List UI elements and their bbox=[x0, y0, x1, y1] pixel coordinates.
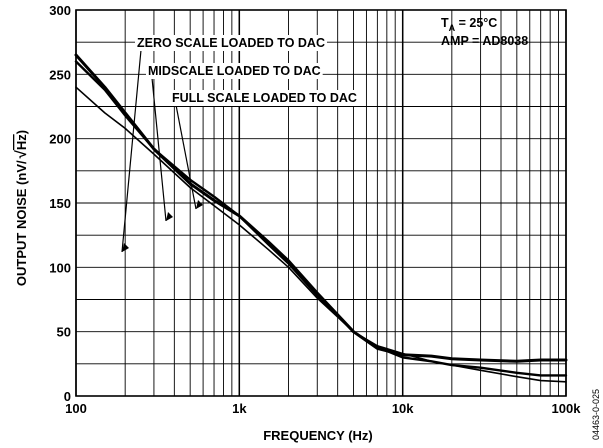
full-scale-annotation: FULL SCALE LOADED TO DAC bbox=[172, 91, 357, 105]
annotation-leader bbox=[175, 104, 197, 210]
amp-label: AMP = AD8038 bbox=[441, 34, 528, 48]
x-axis-title: FREQUENCY (Hz) bbox=[263, 428, 373, 443]
ta-subscript: A bbox=[449, 23, 456, 33]
zero-scale-annotation: ZERO SCALE LOADED TO DAC bbox=[137, 36, 325, 50]
y-tick-label: 100 bbox=[49, 260, 71, 275]
x-tick-label: 100k bbox=[552, 401, 582, 416]
x-tick-labels: 100 1k 10k 100k bbox=[65, 401, 581, 416]
conditions-box: TA = 25°C AMP = AD8038 bbox=[441, 16, 528, 48]
midscale-annotation: MIDSCALE LOADED TO DAC bbox=[148, 64, 321, 78]
midscale-line bbox=[74, 60, 568, 377]
ta-label: T bbox=[441, 16, 449, 30]
svg-text:TA = 25°C: TA = 25°C bbox=[441, 16, 497, 33]
annotation-arrowhead bbox=[196, 200, 203, 209]
annotation-bg bbox=[135, 35, 327, 51]
y-axis-title-radicand: Hz bbox=[14, 134, 29, 150]
annotation-leader bbox=[151, 77, 167, 222]
y-tick-label: 300 bbox=[49, 3, 71, 18]
annotation-leader bbox=[121, 49, 142, 253]
ta-value: = 25°C bbox=[455, 16, 497, 30]
data-series bbox=[74, 53, 568, 383]
plot-frame bbox=[75, 9, 567, 397]
y-tick-label: 200 bbox=[49, 132, 71, 147]
x-tick-label: 1k bbox=[232, 401, 247, 416]
full-scale-line bbox=[75, 86, 567, 383]
annotation-arrowhead bbox=[122, 243, 129, 252]
y-axis-title-main: OUTPUT NOISE (nV/ bbox=[14, 160, 29, 286]
figure-id: 04463-0-025 bbox=[591, 389, 601, 440]
y-tick-label: 0 bbox=[64, 389, 71, 404]
annotation-bg bbox=[146, 63, 323, 79]
annotation-arrowhead bbox=[166, 212, 173, 221]
radical-sign: √ bbox=[13, 149, 30, 158]
x-tick-label: 100 bbox=[65, 401, 87, 416]
y-tick-label: 150 bbox=[49, 196, 71, 211]
svg-text:OUTPUT NOISE (nV/√Hz): OUTPUT NOISE (nV/ √Hz) bbox=[13, 130, 30, 286]
annotation-leaders bbox=[121, 49, 203, 253]
y-tick-labels: 0 50 100 150 200 250 300 bbox=[49, 3, 71, 404]
series-annotations: ZERO SCALE LOADED TO DAC MIDSCALE LOADED … bbox=[135, 35, 359, 106]
y-tick-label: 250 bbox=[49, 67, 71, 82]
y-tick-label: 50 bbox=[57, 325, 71, 340]
y-axis-title-close: ) bbox=[14, 130, 29, 134]
x-tick-label: 10k bbox=[392, 401, 414, 416]
annotation-bg bbox=[170, 90, 359, 106]
y-axis-title: OUTPUT NOISE (nV/ √Hz) bbox=[13, 130, 30, 286]
